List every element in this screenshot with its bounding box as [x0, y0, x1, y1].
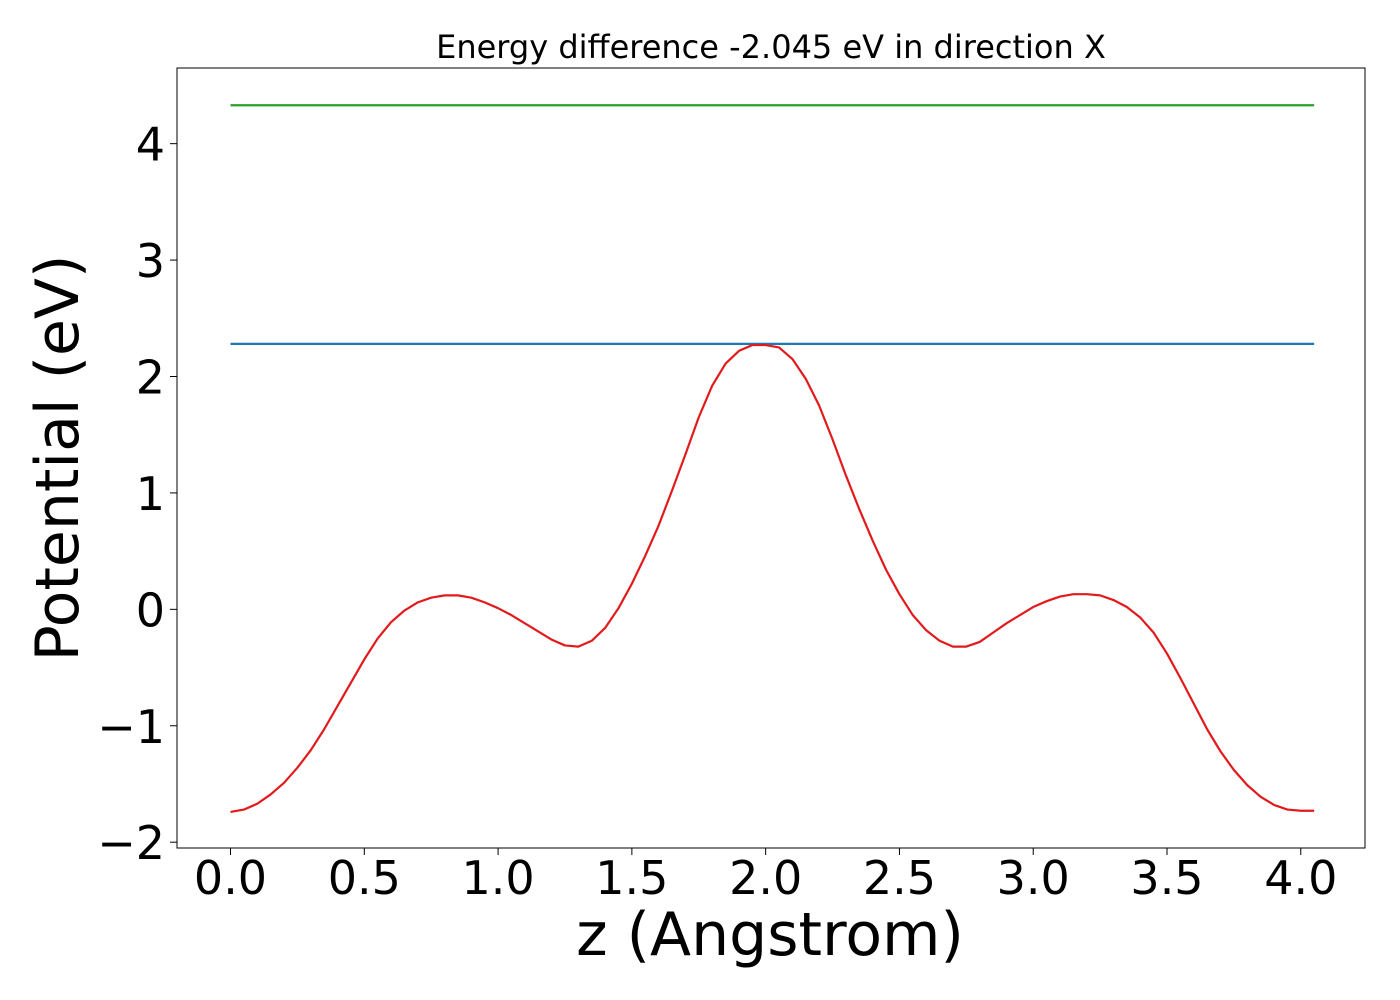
ticks-layer: 0.0 0.5 1.0 1.5 2.0 2.5 3.0 3.5 4.0 −2 −1 0 1 2 3 4 — [97, 118, 1337, 905]
x-axis-label: z (Angstrom) — [576, 900, 964, 970]
chart-title: Energy difference -2.045 eV in direction… — [436, 28, 1106, 66]
y-tick-label: 3 — [136, 234, 165, 288]
y-tick-label: 0 — [136, 583, 165, 637]
x-tick-label: 2.0 — [729, 851, 802, 905]
x-tick-label: 2.5 — [863, 851, 936, 905]
series-line-2 — [230, 343, 1315, 813]
y-axis-label: Potential (eV) — [23, 255, 93, 662]
x-tick-label: 1.5 — [595, 851, 668, 905]
x-tick-label: 0.5 — [328, 851, 401, 905]
series-layer — [230, 104, 1315, 813]
x-tick-label: 4.0 — [1264, 851, 1337, 905]
x-tick-label: 3.5 — [1130, 851, 1203, 905]
x-tick-label: 0.0 — [194, 851, 267, 905]
y-tick-label: 2 — [136, 351, 165, 405]
y-tick-label: −2 — [97, 816, 165, 870]
plot-frame — [176, 67, 1366, 849]
y-tick-label: 4 — [136, 118, 165, 172]
x-tick-label: 1.0 — [462, 851, 535, 905]
y-tick-label: −1 — [97, 700, 165, 754]
y-tick-label: 1 — [136, 467, 165, 521]
x-tick-label: 3.0 — [997, 851, 1070, 905]
